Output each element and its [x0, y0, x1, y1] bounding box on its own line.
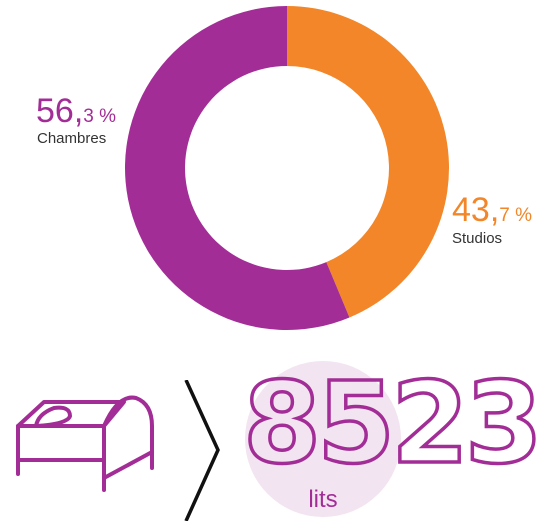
chambres-percentage: 56,3 %	[36, 94, 116, 128]
studios-percentage-int: 43,	[452, 191, 500, 229]
donut-slice-chambres	[125, 6, 350, 330]
chambres-percentage-dec: 3 %	[83, 106, 117, 127]
donut-slice-studios	[287, 6, 450, 318]
chevron-right-icon	[184, 380, 220, 521]
beds-count: 8523	[241, 376, 544, 476]
beds-count-text: 8523	[243, 376, 539, 476]
beds-unit-label: lits	[308, 486, 338, 513]
studios-percentage: 43,7 %	[452, 193, 532, 227]
bed-icon	[16, 395, 154, 492]
studios-label: Studios	[452, 230, 503, 247]
highlight-circle	[245, 361, 401, 517]
donut-chart	[125, 6, 450, 330]
beds-summary: 8523 lits	[0, 340, 549, 521]
studios-percentage-dec: 7 %	[499, 205, 533, 226]
chambres-label: Chambres	[37, 130, 107, 147]
chambres-percentage-int: 56,	[36, 92, 84, 130]
